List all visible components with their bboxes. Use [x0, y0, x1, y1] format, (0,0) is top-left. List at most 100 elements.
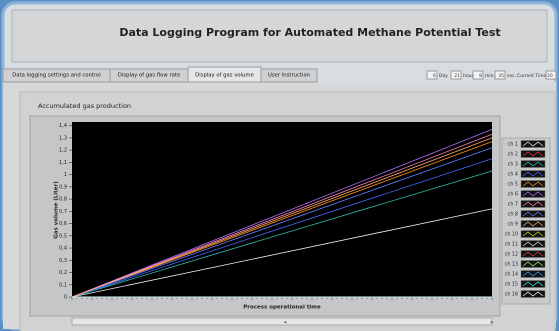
y-tick-label: 0,8 — [59, 197, 67, 203]
tab-label[interactable]: Display of gas flow rate — [118, 73, 180, 79]
legend-line — [522, 211, 544, 217]
legend-line — [522, 241, 544, 247]
legend-label: ch 8 — [508, 212, 518, 218]
plot-area — [72, 122, 492, 297]
legend-label: ch 9 — [508, 222, 518, 228]
legend-line — [522, 201, 544, 207]
tab-label[interactable]: Display of gas volume — [195, 73, 254, 79]
legend-label: ch 12 — [505, 252, 518, 258]
timer-field — [426, 70, 438, 80]
current-time-value: 20 — [547, 73, 553, 79]
current-time-field — [545, 70, 557, 80]
series-line — [71, 158, 493, 298]
tab-label[interactable]: Data logging settings and control — [12, 73, 100, 79]
legend-line — [522, 181, 544, 187]
legend-swatch — [520, 280, 546, 288]
timer-unit: hour — [463, 73, 473, 79]
legend-swatch — [520, 270, 546, 278]
legend-line — [522, 141, 544, 147]
title-band — [11, 9, 548, 63]
scroll-thumb[interactable]: ◂ — [284, 320, 287, 326]
legend-label: ch 13 — [505, 262, 518, 268]
y-tick-label: 1,2 — [59, 148, 67, 154]
y-tick-label: 1,4 — [59, 123, 67, 129]
legend-label: ch 7 — [508, 202, 518, 208]
timer-unit: min. — [485, 73, 495, 79]
y-tick-label: 0,6 — [59, 221, 67, 227]
y-tick-label: 1 — [64, 172, 67, 178]
legend-label: ch 1 — [508, 142, 518, 148]
legend-line — [522, 161, 544, 167]
y-tick-label: 0,7 — [59, 209, 67, 215]
legend-swatch — [520, 250, 546, 258]
legend-label: ch 11 — [505, 242, 518, 248]
legend-label: ch 6 — [508, 192, 518, 198]
legend-swatch — [520, 150, 546, 158]
legend-swatch — [520, 230, 546, 238]
legend-swatch — [520, 190, 546, 198]
panel-title: Accumulated gas production — [38, 102, 131, 110]
legend-label: ch 15 — [505, 282, 518, 288]
legend-swatch — [520, 290, 546, 298]
legend-line — [522, 171, 544, 177]
legend-swatch — [520, 200, 546, 208]
legend-swatch — [520, 210, 546, 218]
legend-label: ch 4 — [508, 172, 518, 178]
legend-label: ch 3 — [508, 162, 518, 168]
timer-field — [450, 70, 462, 80]
legend-label: ch 10 — [505, 232, 518, 238]
tab-label[interactable]: User Instruction — [268, 73, 310, 79]
legend-swatch — [520, 140, 546, 148]
legend-swatch — [520, 160, 546, 168]
series-line — [71, 147, 493, 298]
legend-label: ch 2 — [508, 152, 518, 158]
legend-line — [522, 191, 544, 197]
timer-field — [494, 70, 506, 80]
y-tick-label: 0,3 — [59, 258, 67, 264]
legend-label: ch 14 — [505, 272, 518, 278]
y-tick-label: 0,1 — [59, 282, 67, 288]
series-line — [71, 133, 493, 298]
tab-bar: Data logging settings and control Display… — [2, 66, 318, 83]
scrollbar[interactable] — [71, 317, 493, 326]
window-title: Data Logging Program for Automated Metha… — [119, 26, 500, 39]
legend-line — [522, 151, 544, 157]
legend-line — [522, 221, 544, 227]
scroll-arrow[interactable]: ▸ — [491, 320, 494, 326]
legend-line — [522, 261, 544, 267]
timer-value: 21 — [454, 73, 460, 79]
legend-swatch — [520, 180, 546, 188]
series-line — [71, 170, 493, 298]
legend-swatch — [520, 240, 546, 248]
y-tick-label: 1,3 — [59, 135, 67, 141]
timer-value: 8 — [479, 73, 482, 79]
y-tick-label: 0,2 — [59, 270, 67, 276]
y-axis-label: Gas volume (Liter) — [54, 181, 60, 239]
legend-swatch — [520, 220, 546, 228]
timer-field — [472, 70, 484, 80]
legend-line — [522, 291, 544, 297]
timer-unit: Day — [439, 73, 448, 79]
timer-value: 35 — [498, 73, 504, 79]
y-tick-label: 0 — [64, 295, 67, 301]
y-tick-label: 1,1 — [59, 160, 67, 166]
series-line — [71, 137, 493, 298]
series-line — [71, 208, 493, 298]
series-line — [71, 128, 493, 298]
current-time-label: Current Time — [517, 73, 547, 79]
legend-line — [522, 231, 544, 237]
timer: 6 Day 21 hour 8 min. 35 sec. Current Time 20 — [426, 70, 557, 80]
tab[interactable] — [260, 68, 318, 83]
series-line — [71, 141, 493, 298]
legend-line — [522, 271, 544, 277]
x-axis-label: Process operational time — [243, 305, 321, 311]
timer-unit: sec. — [507, 74, 516, 79]
legend-swatch — [520, 260, 546, 268]
legend-label: ch 5 — [508, 182, 518, 188]
y-tick-label: 0,5 — [59, 233, 67, 239]
legend-line — [522, 281, 544, 287]
legend-label: ch 16 — [505, 292, 518, 298]
y-tick-label: 0,4 — [59, 246, 67, 252]
